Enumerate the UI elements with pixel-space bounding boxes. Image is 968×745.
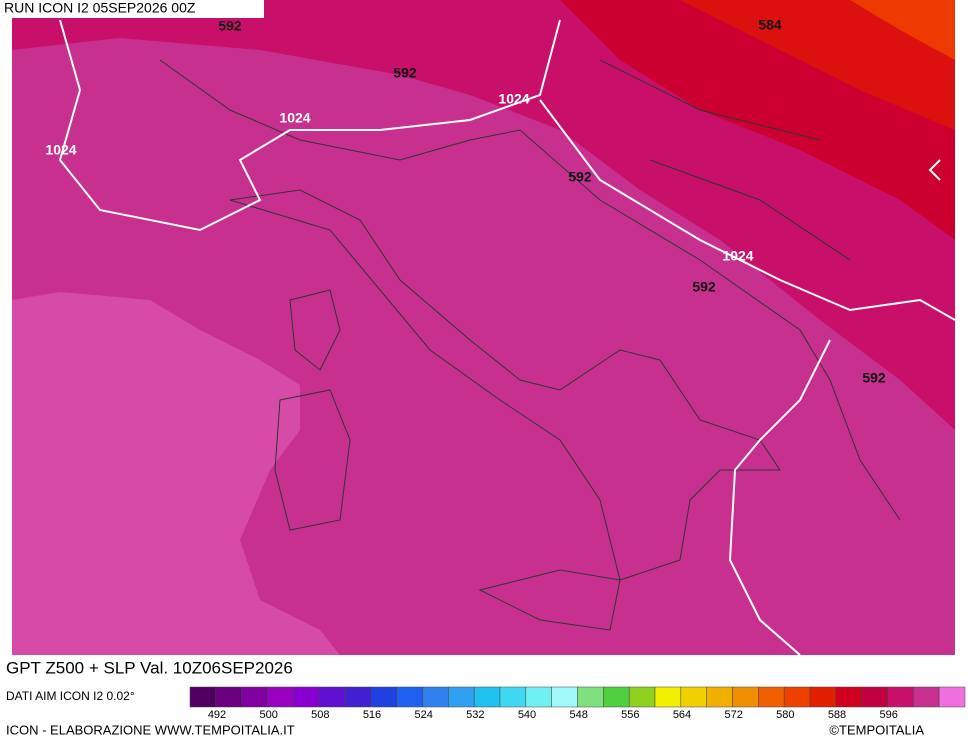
contour-label: 592 — [862, 370, 886, 386]
map: 592 592 592 592 592 584 1024 1024 1024 1… — [12, 0, 955, 655]
sardinia — [274, 389, 351, 531]
colorbar-swatch — [835, 686, 862, 708]
title: GPT Z500 + SLP Val. 10Z06SEP2026 — [6, 658, 293, 677]
colorbar-swatch — [344, 686, 372, 708]
colorbar-swatch — [318, 686, 346, 708]
colorbar-swatch — [938, 686, 966, 708]
colorbar-label: 524 — [414, 709, 432, 721]
isobar-label: 1024 — [498, 91, 529, 107]
colorbar-swatch — [809, 686, 837, 708]
colorbar-swatch — [370, 686, 397, 708]
credit: ICON - ELABORAZIONE WWW.TEMPOITALIA.IT — [6, 722, 295, 737]
sicily — [478, 569, 621, 631]
colorbar-swatch — [293, 686, 320, 708]
isobar — [539, 99, 955, 321]
colorbar-swatch — [189, 686, 217, 708]
colorbar-swatch — [861, 686, 888, 708]
colorbar-label: 508 — [311, 709, 329, 721]
corsica — [289, 289, 341, 371]
colorbar-swatch — [267, 686, 294, 708]
colorbar-label: 588 — [828, 709, 846, 721]
colorbar-label: 572 — [724, 709, 742, 721]
adriatic-coast — [469, 129, 901, 521]
colorbar-label: 564 — [673, 709, 691, 721]
isobar — [58, 19, 561, 232]
colorbar-swatch — [783, 686, 811, 708]
isobar-label: 1024 — [279, 110, 310, 126]
isobars — [58, 19, 955, 655]
isobar-label: 1024 — [45, 142, 76, 158]
borders — [159, 59, 901, 631]
source: DATI AIM ICON I2 0.02° — [6, 689, 135, 703]
colorbar-swatch — [628, 686, 656, 708]
colorbar-swatch — [473, 686, 501, 708]
colorbar-swatch — [577, 686, 604, 708]
contour-label: 592 — [393, 65, 417, 81]
contour-label: 592 — [692, 279, 716, 295]
contour-label: 592 — [568, 169, 592, 185]
title-box — [0, 655, 413, 685]
colorbar-swatch — [422, 686, 449, 708]
contour-label: 584 — [758, 17, 782, 33]
colorbar-swatch — [732, 686, 759, 708]
colorbar-swatch — [680, 686, 707, 708]
colorbar-swatch — [887, 686, 914, 708]
contour-label: 592 — [218, 18, 242, 34]
colorbar-swatch — [215, 686, 242, 708]
region-z580 — [850, 0, 955, 60]
copyright: ©TEMPOITALIA — [829, 722, 924, 737]
isobar — [728, 339, 831, 655]
colorbar-label: 556 — [621, 709, 639, 721]
colorbar-swatch — [706, 686, 733, 708]
run-box — [0, 0, 264, 18]
region-z584 — [680, 0, 955, 130]
colorbar-swatch — [525, 686, 552, 708]
colorbar-label: 596 — [879, 709, 897, 721]
colorbar-swatch — [654, 686, 682, 708]
colorbar-label: 540 — [518, 709, 536, 721]
colorbar-swatch — [241, 686, 268, 708]
colorbar-swatch — [448, 686, 475, 708]
isobar — [928, 159, 941, 181]
colorbar-label: 492 — [208, 709, 226, 721]
colorbar-label: 516 — [363, 709, 381, 721]
colorbar-label: 500 — [259, 709, 277, 721]
run-label: RUN ICON I2 05SEP2026 00Z — [4, 0, 196, 16]
isobar-label: 1024 — [722, 248, 753, 264]
colorbar-swatch — [603, 686, 630, 708]
colorbar: 492 500 508 516 524 532 540 548 556 564 572 580 588 5… — [189, 686, 966, 721]
colorbar-label: 532 — [466, 709, 484, 721]
colorbar-swatch — [499, 686, 527, 708]
colorbar-swatch — [551, 686, 578, 708]
italy — [229, 189, 781, 581]
colorbar-swatch — [913, 686, 940, 708]
colorbar-swatch — [396, 686, 423, 708]
colorbar-label: 580 — [776, 709, 794, 721]
colorbar-swatch — [758, 686, 785, 708]
region-z596-high — [12, 292, 340, 655]
colorbar-label: 548 — [569, 709, 587, 721]
inland-borders — [159, 59, 851, 261]
